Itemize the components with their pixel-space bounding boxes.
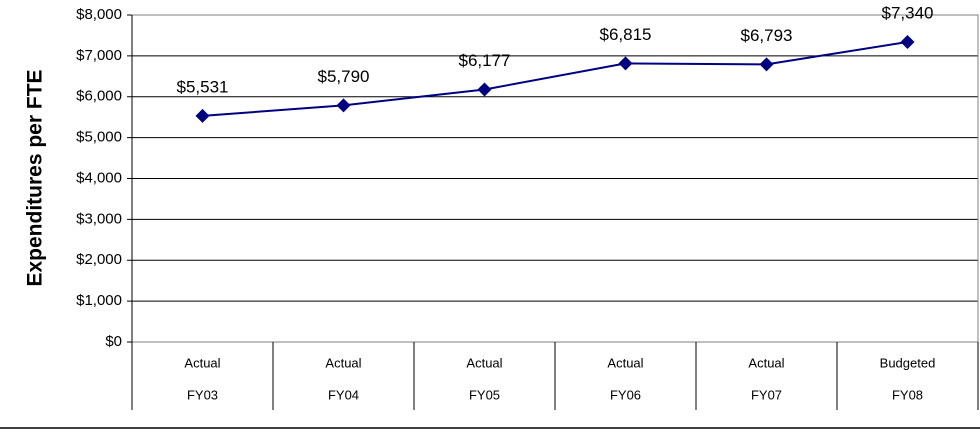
marker [477, 82, 492, 97]
x-tick-label: Budgeted [880, 355, 936, 370]
marker [618, 56, 633, 71]
data-label: $6,815 [600, 25, 652, 44]
y-tick-label: $8,000 [76, 6, 122, 23]
y-tick-label: $5,000 [76, 129, 122, 146]
line [202, 40, 908, 117]
x-tick-label: FY06 [610, 387, 641, 402]
x-tick-label: FY07 [751, 387, 782, 402]
x-tick-label: FY04 [328, 387, 359, 402]
data-label: $7,340 [882, 3, 934, 22]
x-tick-label: Actual [607, 355, 643, 370]
y-axis-label: Expenditures per FTE [24, 69, 47, 286]
x-tick-label: FY05 [469, 387, 500, 402]
marker [759, 57, 774, 72]
y-tick-label: $7,000 [76, 47, 122, 64]
y-tick-label: $3,000 [76, 210, 122, 227]
y-tick-label: $4,000 [76, 169, 122, 186]
y-tick-label: $6,000 [76, 88, 122, 105]
data-label: $5,531 [177, 77, 229, 96]
data-label: $6,177 [459, 51, 511, 70]
y-tick-label: $2,000 [76, 251, 122, 268]
marker [336, 98, 351, 113]
data-label: $5,790 [318, 67, 370, 86]
y-tick-label: $1,000 [76, 292, 122, 309]
x-tick-label: Actual [748, 355, 784, 370]
x-tick-label: Actual [466, 355, 502, 370]
x-tick-label: FY03 [187, 387, 218, 402]
x-tick-label: Actual [325, 355, 361, 370]
data-label: $6,793 [741, 26, 793, 45]
marker [900, 34, 915, 49]
marker [195, 108, 210, 123]
x-tick-label: FY08 [892, 387, 923, 402]
y-tick-label: $0 [105, 333, 122, 350]
x-tick-label: Actual [184, 355, 220, 370]
